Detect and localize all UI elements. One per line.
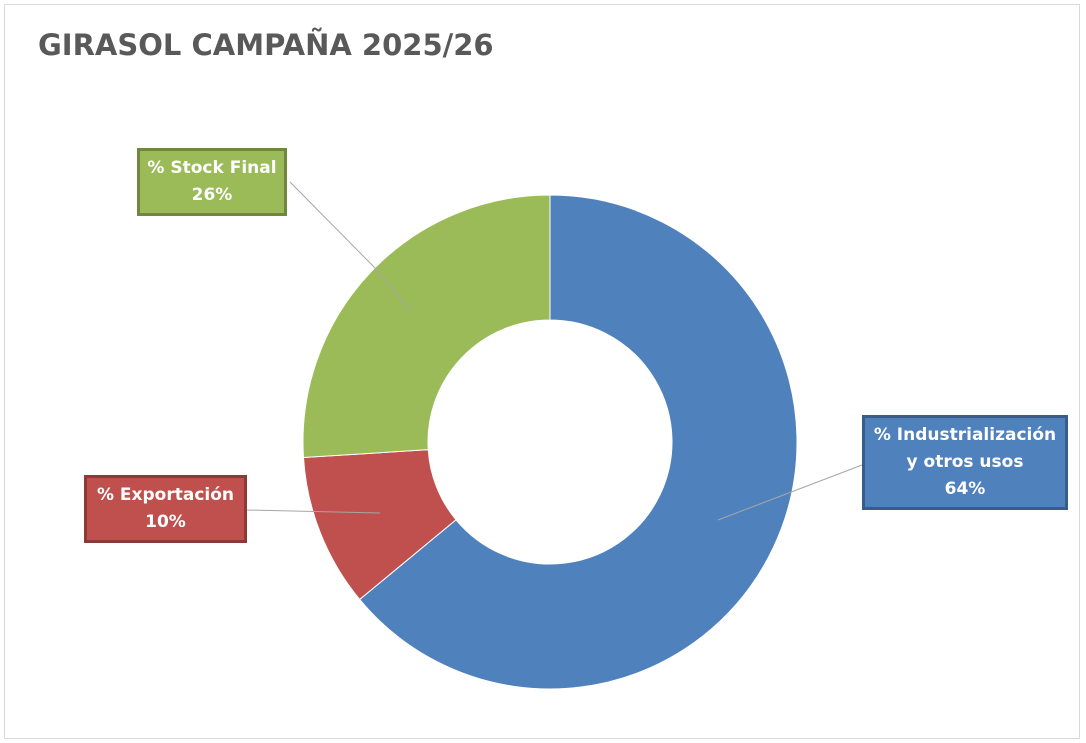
data-label: % Stock Final 26% [137, 148, 287, 216]
label-value: 64% [944, 479, 986, 499]
label-value: 10% [145, 512, 186, 532]
label-category: % Exportación [96, 485, 235, 505]
donut-slice [302, 194, 551, 459]
chart-frame [4, 4, 1080, 739]
label-category: % Stock Final [147, 158, 277, 178]
leader-line [289, 181, 411, 311]
data-label: % Industrialización y otros usos 64% [862, 415, 1068, 510]
label-category: % Industrialización y otros usos [873, 425, 1057, 472]
label-value: 26% [191, 185, 233, 205]
leader-line [245, 509, 381, 514]
data-label: % Exportación 10% [84, 475, 247, 543]
chart-title: GIRASOL CAMPAÑA 2025/26 [38, 28, 494, 62]
donut-slice [358, 194, 798, 690]
leader-line [717, 464, 863, 521]
